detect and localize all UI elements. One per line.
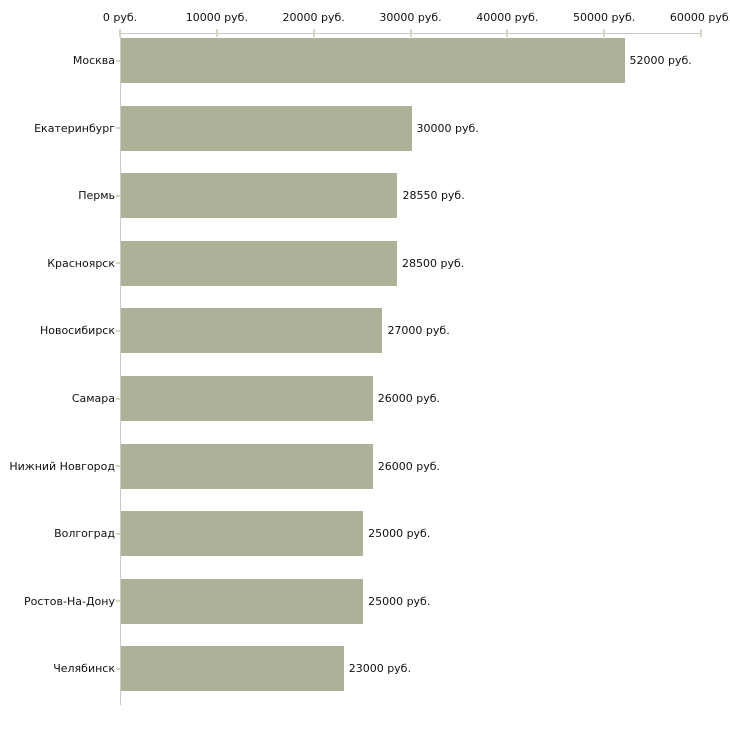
category-label: Пермь xyxy=(78,189,115,203)
value-label: 52000 руб. xyxy=(629,54,692,67)
x-axis-tick xyxy=(312,29,315,37)
bar xyxy=(121,173,398,219)
bar xyxy=(121,308,383,354)
category-label: Нижний Новгород xyxy=(9,459,115,473)
x-axis-tick-label: 0 руб. xyxy=(102,11,138,24)
x-axis-tick xyxy=(700,29,702,37)
value-label: 25000 руб. xyxy=(368,594,431,608)
category-tick xyxy=(116,194,120,197)
value-label: 30000 руб. xyxy=(416,121,479,135)
category-tick xyxy=(116,667,120,670)
category-label: Красноярск xyxy=(47,256,115,270)
x-axis-tick-label: 40000 руб. xyxy=(476,11,539,24)
category-tick xyxy=(116,329,120,332)
bar xyxy=(121,105,412,151)
bar xyxy=(121,511,364,557)
category-tick xyxy=(116,262,120,265)
category-tick xyxy=(116,600,120,603)
x-axis-tick-label: 20000 руб. xyxy=(282,11,345,24)
x-axis-tick-label: 30000 руб. xyxy=(379,11,442,24)
bar xyxy=(121,646,344,692)
category-label: Екатеринбург xyxy=(34,121,115,135)
x-axis-tick-label: 60000 руб. xyxy=(669,11,730,24)
value-label: 27000 руб. xyxy=(387,324,450,338)
x-axis-tick xyxy=(603,29,606,37)
x-axis-tick xyxy=(506,29,509,37)
x-axis-tick xyxy=(119,29,121,37)
category-tick xyxy=(116,397,120,400)
category-label: Москва xyxy=(72,54,115,67)
x-axis-tick-label: 50000 руб. xyxy=(573,11,636,24)
value-label: 23000 руб. xyxy=(348,662,411,676)
value-label: 28550 руб. xyxy=(402,189,465,203)
category-tick xyxy=(116,532,120,535)
value-label: 26000 руб. xyxy=(377,459,441,473)
bar xyxy=(121,578,364,624)
bar xyxy=(121,38,625,83)
category-label: Самара xyxy=(71,392,115,405)
category-tick xyxy=(116,59,120,62)
value-label: 26000 руб. xyxy=(377,392,441,405)
bar xyxy=(121,443,373,489)
category-tick xyxy=(116,465,120,468)
bar xyxy=(121,240,397,286)
value-label: 28500 руб. xyxy=(401,256,465,270)
x-axis-tick xyxy=(215,29,218,37)
x-axis-tick-label: 10000 руб. xyxy=(185,11,248,24)
category-label: Ростов-На-Дону xyxy=(23,594,115,608)
category-label: Волгоград xyxy=(54,527,115,541)
value-label: 25000 руб. xyxy=(368,527,431,541)
category-tick xyxy=(116,127,120,130)
category-label: Челябинск xyxy=(53,662,115,676)
bar xyxy=(121,376,373,421)
y-axis-line xyxy=(120,33,121,705)
x-axis-tick xyxy=(409,29,412,37)
category-label: Новосибирск xyxy=(39,324,115,338)
